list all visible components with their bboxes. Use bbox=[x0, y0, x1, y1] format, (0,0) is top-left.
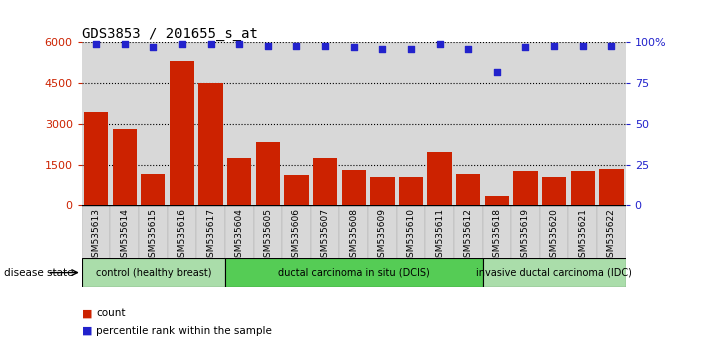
Bar bbox=[568, 205, 597, 266]
Bar bbox=[511, 205, 540, 266]
Bar bbox=[599, 169, 624, 205]
Text: percentile rank within the sample: percentile rank within the sample bbox=[96, 326, 272, 336]
Bar bbox=[339, 205, 368, 266]
Bar bbox=[425, 205, 454, 266]
Bar bbox=[254, 205, 282, 266]
Text: count: count bbox=[96, 308, 125, 318]
Text: GSM535605: GSM535605 bbox=[263, 208, 272, 263]
Bar bbox=[483, 205, 511, 266]
Text: GSM535612: GSM535612 bbox=[464, 208, 473, 263]
Bar bbox=[139, 205, 168, 266]
Bar bbox=[397, 205, 425, 266]
Text: GSM535618: GSM535618 bbox=[492, 208, 501, 263]
Text: GSM535611: GSM535611 bbox=[435, 208, 444, 263]
Bar bbox=[370, 177, 395, 205]
Point bbox=[348, 45, 359, 50]
Text: GSM535604: GSM535604 bbox=[235, 208, 244, 263]
Bar bbox=[170, 62, 194, 205]
Point bbox=[434, 41, 445, 47]
Bar bbox=[542, 177, 566, 205]
Text: GSM535610: GSM535610 bbox=[407, 208, 415, 263]
Bar bbox=[456, 174, 481, 205]
Text: GSM535607: GSM535607 bbox=[321, 208, 330, 263]
Point bbox=[262, 43, 274, 48]
Bar bbox=[112, 129, 137, 205]
Text: GSM535622: GSM535622 bbox=[607, 208, 616, 263]
Text: GSM535620: GSM535620 bbox=[550, 208, 559, 263]
Bar bbox=[313, 158, 337, 205]
Point bbox=[90, 41, 102, 47]
Bar bbox=[284, 176, 309, 205]
Point bbox=[319, 43, 331, 48]
Bar bbox=[225, 258, 483, 287]
Text: disease state: disease state bbox=[4, 268, 73, 278]
Point bbox=[463, 46, 474, 52]
Bar bbox=[141, 174, 166, 205]
Bar bbox=[485, 196, 509, 205]
Text: GSM535613: GSM535613 bbox=[92, 208, 100, 263]
Text: control (healthy breast): control (healthy breast) bbox=[95, 268, 211, 278]
Point bbox=[520, 45, 531, 50]
Point bbox=[119, 41, 130, 47]
Bar bbox=[110, 205, 139, 266]
Point bbox=[491, 69, 503, 75]
Bar bbox=[513, 171, 538, 205]
Bar bbox=[483, 258, 626, 287]
Text: GSM535616: GSM535616 bbox=[178, 208, 186, 263]
Text: GDS3853 / 201655_s_at: GDS3853 / 201655_s_at bbox=[82, 28, 257, 41]
Bar bbox=[399, 177, 423, 205]
Bar bbox=[454, 205, 483, 266]
Bar bbox=[227, 158, 252, 205]
Text: ductal carcinoma in situ (DCIS): ductal carcinoma in situ (DCIS) bbox=[278, 268, 429, 278]
Text: GSM535606: GSM535606 bbox=[292, 208, 301, 263]
Point bbox=[291, 43, 302, 48]
Text: GSM535614: GSM535614 bbox=[120, 208, 129, 263]
Bar bbox=[225, 205, 254, 266]
Point bbox=[405, 46, 417, 52]
Point bbox=[148, 45, 159, 50]
Bar bbox=[84, 112, 108, 205]
Text: GSM535621: GSM535621 bbox=[578, 208, 587, 263]
Bar bbox=[282, 205, 311, 266]
Bar bbox=[540, 205, 568, 266]
Bar bbox=[368, 205, 397, 266]
Text: ■: ■ bbox=[82, 308, 92, 318]
Text: GSM535619: GSM535619 bbox=[521, 208, 530, 263]
Point bbox=[233, 41, 245, 47]
Bar bbox=[570, 171, 595, 205]
Bar bbox=[198, 83, 223, 205]
Bar bbox=[341, 170, 366, 205]
Bar bbox=[311, 205, 339, 266]
Point bbox=[548, 43, 560, 48]
Bar bbox=[82, 205, 110, 266]
Bar bbox=[597, 205, 626, 266]
Point bbox=[377, 46, 388, 52]
Bar bbox=[427, 152, 451, 205]
Bar bbox=[82, 258, 225, 287]
Point bbox=[577, 43, 589, 48]
Bar bbox=[168, 205, 196, 266]
Bar bbox=[196, 205, 225, 266]
Text: GSM535617: GSM535617 bbox=[206, 208, 215, 263]
Text: GSM535609: GSM535609 bbox=[378, 208, 387, 263]
Point bbox=[176, 41, 188, 47]
Bar bbox=[256, 142, 280, 205]
Point bbox=[205, 41, 216, 47]
Text: GSM535608: GSM535608 bbox=[349, 208, 358, 263]
Text: GSM535615: GSM535615 bbox=[149, 208, 158, 263]
Text: ■: ■ bbox=[82, 326, 92, 336]
Point bbox=[606, 43, 617, 48]
Text: invasive ductal carcinoma (IDC): invasive ductal carcinoma (IDC) bbox=[476, 268, 632, 278]
